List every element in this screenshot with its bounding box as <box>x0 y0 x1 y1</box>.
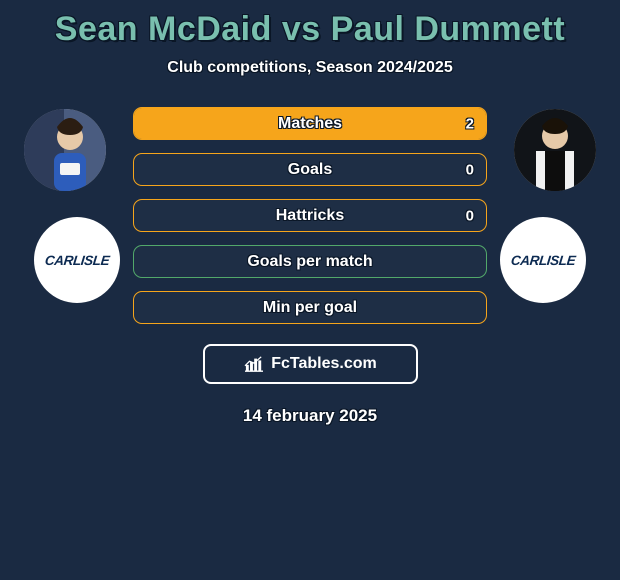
stat-row: Goals 0 <box>133 153 487 186</box>
player-left-photo-icon <box>24 109 106 191</box>
stat-label: Matches <box>278 115 342 133</box>
stat-right-value: 2 <box>466 115 474 132</box>
stats-list: Matches 2 Goals 0 Hattricks 0 Goals per match M… <box>125 107 495 324</box>
page-title: Sean McDaid vs Paul Dummett <box>0 0 620 49</box>
bars-icon <box>243 355 265 373</box>
club-left-label: CARLISLE <box>44 253 110 268</box>
stat-row: Goals per match <box>133 245 487 278</box>
stat-right-value: 0 <box>466 207 474 224</box>
stat-label: Goals <box>288 161 332 179</box>
player-right-photo-icon <box>514 109 596 191</box>
player-left-avatar <box>24 109 106 191</box>
date-label: 14 february 2025 <box>0 406 620 426</box>
player-right-avatar <box>514 109 596 191</box>
brand-label: FcTables.com <box>271 355 377 373</box>
club-left-badge: CARLISLE <box>34 217 120 303</box>
stat-row: Matches 2 <box>133 107 487 140</box>
stat-row: Min per goal <box>133 291 487 324</box>
stat-label: Goals per match <box>247 253 372 271</box>
stat-row: Hattricks 0 <box>133 199 487 232</box>
stat-right-value: 0 <box>466 161 474 178</box>
brand-box: FcTables.com <box>203 344 418 384</box>
comparison-content: CARLISLE Matches 2 Goals 0 Hattricks 0 Goals p… <box>0 107 620 324</box>
club-right-label: CARLISLE <box>510 253 576 268</box>
page-subtitle: Club competitions, Season 2024/2025 <box>0 59 620 77</box>
club-right-badge: CARLISLE <box>500 217 586 303</box>
stat-label: Min per goal <box>263 299 357 317</box>
player-left-column: CARLISLE <box>10 107 125 303</box>
player-right-column: CARLISLE <box>495 107 610 303</box>
stat-label: Hattricks <box>276 207 344 225</box>
